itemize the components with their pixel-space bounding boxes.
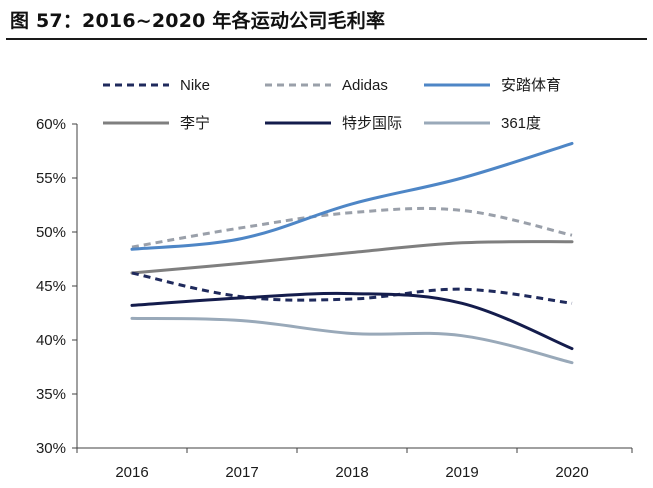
chart-axes: 30% 35% 40% 45% 50% 55% 60% 2016 2017 2018 2019 202… — [36, 116, 633, 481]
chart-series — [130, 141, 574, 365]
series-line-0 — [131, 271, 573, 305]
x-tick-label: 2018 — [335, 464, 368, 481]
legend-label: Adidas — [342, 77, 388, 94]
y-tick-label: 60% — [36, 116, 66, 133]
series-line-3 — [130, 240, 574, 275]
legend-item-5: 361度 — [424, 115, 541, 132]
legend-label: 安踏体育 — [501, 77, 561, 94]
legend-item-4: 特步国际 — [265, 115, 402, 132]
series-line-4 — [130, 291, 574, 351]
x-tick-label: 2016 — [115, 464, 148, 481]
legend-label: Nike — [180, 77, 210, 94]
x-tick-label: 2019 — [445, 464, 478, 481]
y-tick-label: 40% — [36, 332, 66, 349]
legend-label: 特步国际 — [342, 115, 402, 132]
y-tick-label: 50% — [36, 224, 66, 241]
x-tick-label: 2020 — [555, 464, 588, 481]
legend-item-1: Adidas — [265, 77, 388, 94]
y-tick-label: 30% — [36, 440, 66, 457]
series-line-2 — [130, 141, 574, 251]
series-line-5 — [130, 316, 574, 365]
x-tick-label: 2017 — [225, 464, 258, 481]
y-tick-label: 45% — [36, 278, 66, 295]
legend-item-2: 安踏体育 — [424, 77, 561, 94]
series-line-1 — [131, 206, 573, 249]
title-divider — [6, 38, 647, 40]
figure-title: 图 57：2016~2020 年各运动公司毛利率 — [10, 10, 386, 32]
y-tick-label: 35% — [36, 386, 66, 403]
legend-item-3: 李宁 — [103, 115, 210, 132]
legend-label: 李宁 — [180, 115, 210, 132]
legend-label: 361度 — [501, 115, 541, 132]
legend-item-0: Nike — [103, 77, 210, 94]
y-tick-label: 55% — [36, 170, 66, 187]
